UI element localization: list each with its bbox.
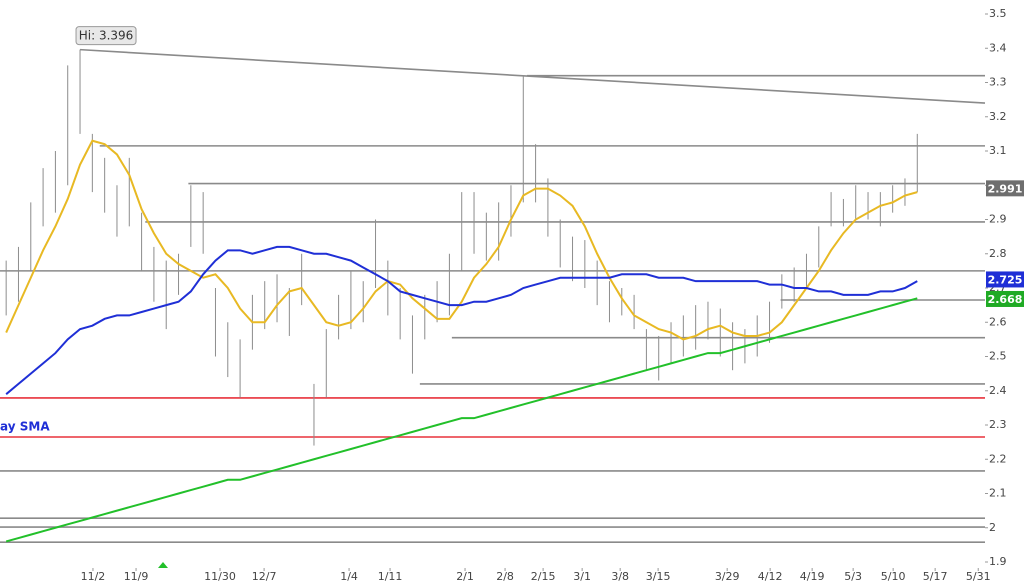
y-tick-label: 3.3 xyxy=(989,76,1007,89)
y-tick-label: 3.5 xyxy=(989,7,1007,20)
x-tick-label: 1/4 xyxy=(340,570,358,583)
x-tick-label: 3/8 xyxy=(611,570,629,583)
x-tick-label: 4/12 xyxy=(758,570,783,583)
x-tick-label: 3/1 xyxy=(573,570,591,583)
price-label-box xyxy=(986,271,1024,288)
y-tick-label: 3.1 xyxy=(989,144,1007,157)
annotation-text: Hi: 3.396 xyxy=(79,29,134,43)
y-tick-label: 2.1 xyxy=(989,487,1007,500)
x-tick-label: 11/2 xyxy=(81,570,106,583)
marker xyxy=(158,562,168,568)
annotation-box xyxy=(75,26,137,46)
x-tick-label: 2/15 xyxy=(531,570,556,583)
price-label: 2.725 xyxy=(988,273,1023,286)
legend-text: ay SMA xyxy=(0,420,50,434)
price-label-box xyxy=(986,180,1024,197)
y-tick-label: 1.9 xyxy=(989,555,1007,568)
x-tick-label: 12/7 xyxy=(252,570,277,583)
moving-average xyxy=(5,297,918,543)
y-tick-label: 2.2 xyxy=(989,452,1007,465)
x-tick-label: 5/3 xyxy=(844,570,862,583)
y-tick-label: 2.6 xyxy=(989,315,1007,328)
y-tick-label: 2.3 xyxy=(989,418,1007,431)
y-tick-label: 3.2 xyxy=(989,110,1007,123)
y-tick-label: 2.9 xyxy=(989,213,1007,226)
moving-average xyxy=(5,139,918,341)
x-tick-label: 5/17 xyxy=(923,570,948,583)
x-tick-label: 3/29 xyxy=(715,570,740,583)
price-label: 2.991 xyxy=(988,182,1023,195)
x-tick-label: 2/1 xyxy=(456,570,474,583)
x-tick-label: 11/9 xyxy=(124,570,149,583)
x-tick-label: 4/19 xyxy=(800,570,825,583)
x-tick-label: 11/30 xyxy=(204,570,236,583)
y-tick-label: 3.4 xyxy=(989,41,1007,54)
y-tick-label: 2.8 xyxy=(989,247,1007,260)
trend-line xyxy=(79,48,986,104)
x-tick-label: 5/31 xyxy=(966,570,991,583)
price-label-box xyxy=(986,290,1024,307)
x-tick-label: 3/15 xyxy=(646,570,671,583)
y-tick-label: 2 xyxy=(989,521,996,534)
x-tick-label: 1/11 xyxy=(378,570,403,583)
moving-average xyxy=(5,245,918,395)
price-label: 2.668 xyxy=(988,293,1023,306)
x-tick-label: 2/8 xyxy=(496,570,514,583)
x-tick-label: 5/10 xyxy=(881,570,906,583)
y-tick-label: 2.5 xyxy=(989,350,1007,363)
y-tick-label: 2.4 xyxy=(989,384,1007,397)
